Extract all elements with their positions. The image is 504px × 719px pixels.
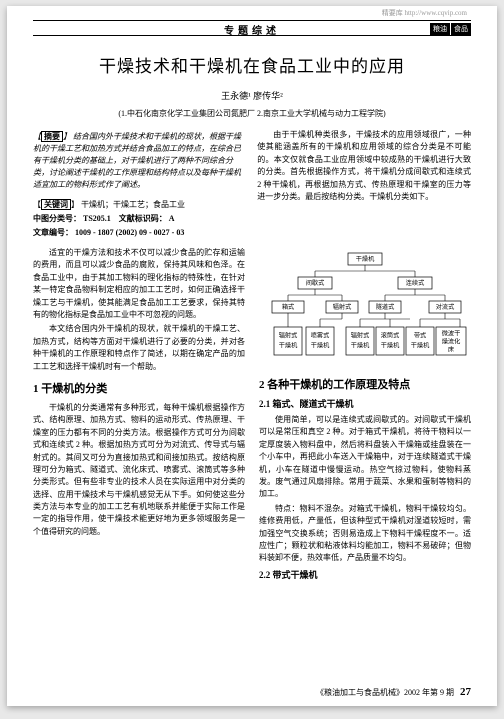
right-column: 干燥机 间歇式 连续式 <box>259 247 471 585</box>
svg-text:辐射式: 辐射式 <box>351 331 370 339</box>
intro-p1: 适宜的干燥方法和技术不仅可以减少食品的贮存和运输的费用，而且可以减少食品的腐败，… <box>33 247 245 321</box>
class-label: 中图分类号： <box>33 214 81 223</box>
journal-info: 《粮油加工与食品机械》2002 年第 9 期 <box>316 688 454 697</box>
svg-text:带式: 带式 <box>414 331 426 339</box>
article-no: 1009 - 1807 (2002) 09 - 0027 - 03 <box>75 228 184 237</box>
abstract-text: 结合国内外干燥技术和干燥机的现状，根据干燥机的干燥工艺和加热方式并结合食品加工的… <box>33 132 241 189</box>
node-l1-0: 间歇式 <box>306 279 325 287</box>
heading-1: 1 干燥机的分类 <box>33 381 245 398</box>
box-2: 食品 <box>451 23 471 35</box>
keywords-label: 关键词 <box>41 199 71 210</box>
heading-2: 2 各种干燥机的工作原理及特点 <box>259 377 471 394</box>
intro-p3: 干燥机的分类通常有多种形式，每种干燥机根据操作方式、结构原理、加热方式、物料的运… <box>33 402 245 538</box>
svg-text:干燥机: 干燥机 <box>411 341 430 349</box>
class-line: 中图分类号： TS205.1 文献标识码： A <box>33 213 243 224</box>
doc-label: 文献标识码： <box>119 214 167 223</box>
affiliations: (1.中石化南京化学工业集团公司氮肥厂 2.南京工业大学机械与动力工程学院) <box>33 108 471 119</box>
section-label: 专题综述 <box>224 22 280 37</box>
abstract: 【摘要】 结合国内外干燥技术和干燥机的现状，根据干燥机的干燥工艺和加热方式并结合… <box>33 129 243 193</box>
paper-title: 干燥技术和干燥机在食品工业中的应用 <box>33 52 471 77</box>
article-line: 文章编号： 1009 - 1807 (2002) 09 - 0027 - 03 <box>33 227 243 238</box>
svg-text:床: 床 <box>448 345 454 353</box>
box-1: 粮油 <box>430 23 450 35</box>
intro-p4: 由于干燥机种类很多，干燥技术的应用领域很广，一种使其能涵盖所有的干燥机和应用领域… <box>257 129 471 203</box>
svg-text:滚筒式: 滚筒式 <box>381 331 400 339</box>
class-no: TS205.1 <box>83 214 111 223</box>
svg-text:微波干: 微波干 <box>442 329 461 337</box>
svg-text:干燥机: 干燥机 <box>381 341 400 349</box>
left-column: 适宜的干燥方法和技术不仅可以减少食品的贮存和运输的费用，而且可以减少食品的腐败，… <box>33 247 245 585</box>
svg-text:干燥机: 干燥机 <box>351 341 370 349</box>
node-l2a-0: 箱式 <box>282 303 294 311</box>
heading-2-1: 2.1 箱式、隧道式干燥机 <box>259 398 471 412</box>
abstract-label: 摘要 <box>41 131 63 142</box>
node-l3a-0b: 干燥机 <box>279 341 298 349</box>
classification-diagram: 干燥机 间歇式 连续式 <box>259 251 471 369</box>
node-l1-1: 连续式 <box>406 279 425 287</box>
page-number: 27 <box>460 686 471 698</box>
header-bar: 专题综述 粮油 食品 <box>33 20 471 36</box>
node-l3a-1b: 干燥机 <box>311 341 330 349</box>
node-l3a-1a: 喷雾式 <box>311 331 330 339</box>
doc-code: A <box>169 214 175 223</box>
watermark: 精要库 http://www.cqvip.com <box>382 8 467 18</box>
node-l3a-0a: 辐射式 <box>279 331 298 339</box>
authors: 王永德¹ 廖传华² <box>33 89 471 102</box>
article-label: 文章编号： <box>33 228 73 237</box>
footer: 《粮油加工与食品机械》2002 年第 9 期 27 <box>316 686 471 698</box>
heading-2-2: 2.2 带式干燥机 <box>259 569 471 583</box>
keywords-text: 干燥机；干燥工艺；食品工业 <box>81 200 185 209</box>
node-l2b-1: 对流式 <box>436 303 455 311</box>
node-l2b-0: 隧道式 <box>376 303 395 311</box>
header-right: 粮油 食品 <box>429 23 471 35</box>
node-l2a-1: 辐射式 <box>333 303 352 311</box>
r-p1: 使用简单，可以是连续式或间歇式的。对间歇式干燥机可以是常压和真空 2 种。对于箱… <box>259 414 471 501</box>
svg-text:燥流化: 燥流化 <box>442 337 461 345</box>
node-root: 干燥机 <box>356 255 375 263</box>
r-p2: 特点：物料不混杂。对箱式干燥机，物料干燥较均匀。维修费用低，产量低，但该种型式干… <box>259 503 471 565</box>
intro-p2: 本文结合国内外干燥机的现状，就干燥机的干燥工艺、加热方式，结构等方面对干燥机进行… <box>33 323 245 373</box>
keywords: 【关键词】 干燥机；干燥工艺；食品工业 <box>33 199 243 210</box>
